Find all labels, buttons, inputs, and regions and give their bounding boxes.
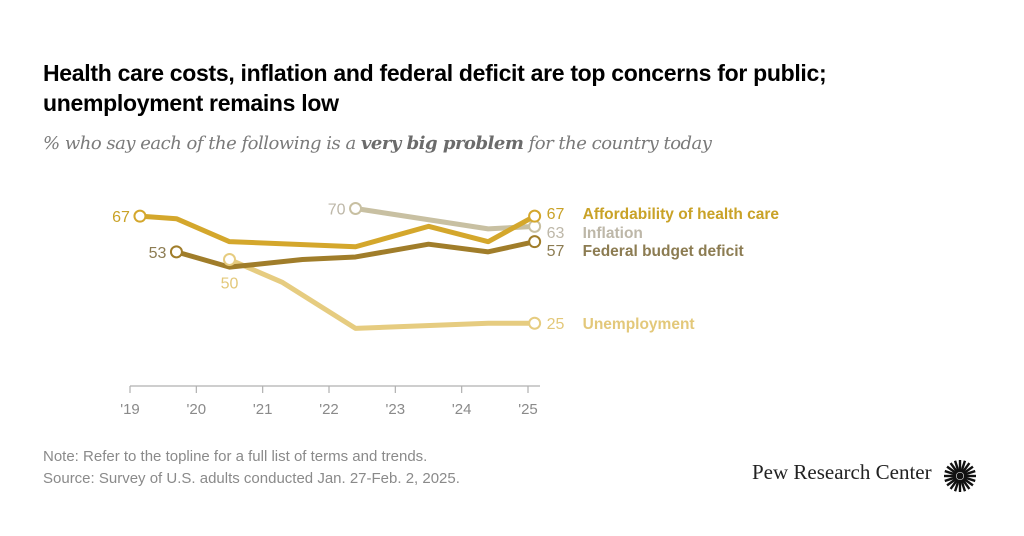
pew-logo-text: Pew Research Center — [752, 460, 932, 484]
logo-ray — [961, 462, 971, 474]
end-value-label: 25 — [547, 316, 565, 333]
subtitle-emphasis: very big problem — [360, 133, 524, 154]
series-line-affordability-of-health-care — [137, 213, 538, 250]
data-point-marker — [133, 209, 147, 223]
start-value-label: 50 — [221, 276, 239, 293]
logo-ray — [953, 479, 960, 492]
series-name-label: Inflation — [583, 225, 643, 242]
start-value-label: 67 — [112, 209, 130, 226]
x-tick-label: '24 — [452, 401, 472, 418]
end-value-label: 67 — [547, 206, 565, 223]
logo-ray — [946, 465, 958, 475]
series-name-label: Federal budget deficit — [583, 243, 744, 260]
logo-ray — [960, 479, 967, 492]
chart-notes: Note: Refer to the topline for a full li… — [43, 446, 460, 490]
logo-ray — [944, 476, 957, 483]
data-point-marker — [223, 253, 236, 266]
logo-ray — [944, 469, 957, 476]
note-text: Note: Refer to the topline for a full li… — [43, 448, 428, 465]
logo-ray — [963, 469, 976, 476]
x-tick-label: '22 — [319, 401, 339, 418]
logo-center — [956, 472, 964, 480]
start-value-label: 53 — [149, 245, 167, 262]
series-name-label: Unemployment — [583, 316, 695, 333]
data-point-marker — [528, 209, 542, 223]
x-tick-label: '19 — [120, 401, 140, 418]
data-point-marker — [349, 202, 363, 215]
pew-sunburst-icon — [944, 460, 976, 492]
series-name-label: Affordability of health care — [583, 206, 780, 223]
logo-ray — [960, 460, 967, 473]
end-value-label: 57 — [547, 243, 565, 260]
data-point-marker — [528, 316, 542, 330]
series-line-inflation — [353, 206, 538, 232]
logo-ray — [963, 476, 976, 483]
end-value-label: 63 — [547, 225, 565, 242]
start-value-label: 70 — [328, 202, 346, 219]
source-text: Source: Survey of U.S. adults conducted … — [43, 470, 460, 487]
series-line-unemployment — [227, 257, 538, 331]
chart-title: Health care costs, inflation and federal… — [43, 60, 827, 116]
x-tick-label: '21 — [253, 401, 273, 418]
subtitle-post: for the country today — [523, 133, 712, 154]
line-chart: '19 '20 '21 '22 '23 '24 '25 67 70 53 50 67 Affordabi… — [112, 202, 780, 419]
logo-ray — [962, 477, 974, 487]
x-tick-label: '25 — [518, 401, 538, 418]
chart-subtitle: % who say each of the following is a ver… — [43, 133, 712, 154]
logo-ray — [953, 460, 960, 473]
logo-ray — [949, 478, 959, 490]
x-tick-label: '23 — [386, 401, 406, 418]
logo-ray — [946, 477, 958, 487]
logo-ray — [961, 478, 971, 490]
series-line-federal-budget-deficit — [173, 239, 538, 270]
x-tick-label: '20 — [187, 401, 207, 418]
subtitle-pre: % who say each of the following is a — [43, 133, 361, 154]
logo-ray — [949, 462, 959, 474]
data-point-marker — [169, 245, 183, 259]
data-point-marker — [528, 235, 542, 249]
logo-ray — [962, 465, 974, 475]
